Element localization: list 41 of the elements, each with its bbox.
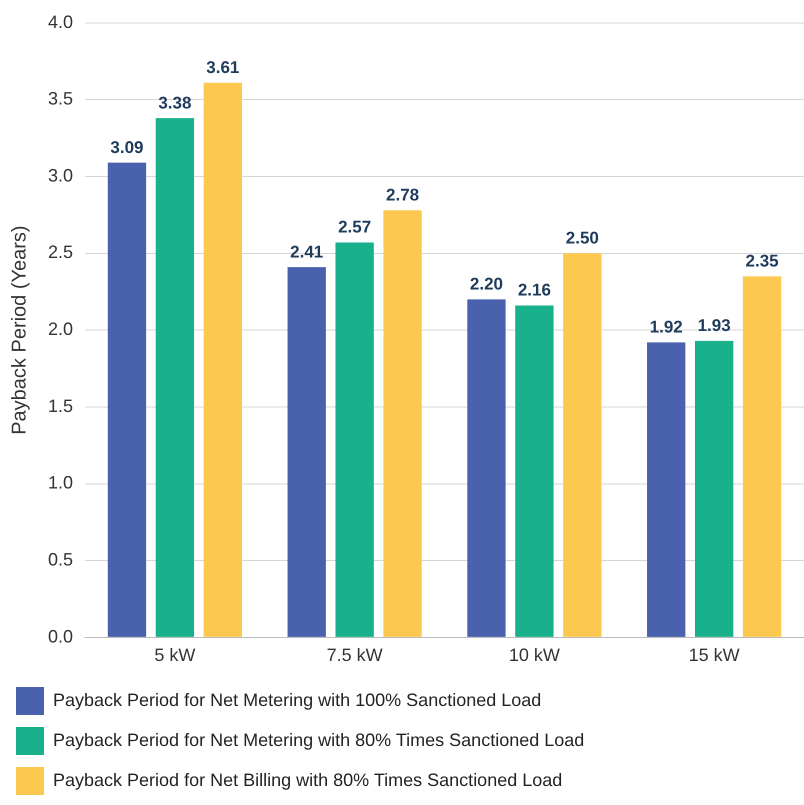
x-tick-label: 5 kW	[154, 645, 196, 666]
data-label: 2.50	[566, 228, 599, 248]
y-tick-label: 0.5	[48, 550, 74, 570]
data-label: 3.09	[110, 138, 144, 157]
y-tick-label: 1.5	[48, 396, 74, 416]
x-tick-label: 15 kW	[688, 645, 740, 666]
data-label: 2.78	[386, 185, 420, 204]
x-tick-label: 7.5 kW	[326, 645, 383, 666]
bar	[694, 340, 734, 637]
bar	[288, 267, 326, 637]
bar	[335, 242, 374, 637]
data-label: 3.61	[206, 58, 240, 77]
bar	[204, 82, 242, 637]
legend-label: Payback Period for Net Billing with 80% Times Sanctioned Load	[53, 770, 562, 790]
y-tick-label: 0.0	[48, 626, 74, 646]
y-axis-title: Payback Period (Years)	[8, 225, 31, 435]
y-tick-label: 3.0	[48, 165, 74, 186]
bar	[383, 210, 422, 637]
x-tick-label: 10 kW	[508, 645, 560, 666]
data-label: 1.92	[650, 318, 683, 337]
data-label: 2.20	[470, 274, 503, 294]
data-label: 2.41	[290, 242, 324, 262]
bar	[647, 342, 686, 637]
bar	[467, 299, 506, 637]
data-label: 1.93	[698, 316, 731, 336]
data-label: 3.38	[158, 93, 192, 112]
y-tick-label: 4.0	[48, 12, 74, 32]
bar	[515, 306, 554, 637]
y-tick-label: 2.5	[48, 242, 74, 262]
y-tick-label: 3.5	[48, 88, 74, 109]
legend-label: Payback Period for Net Metering with 100% Sanctioned Load	[53, 690, 542, 710]
bar	[156, 118, 194, 637]
bar	[563, 253, 602, 637]
data-label: 2.16	[518, 280, 551, 300]
bar	[108, 162, 146, 637]
data-label: 2.35	[746, 252, 779, 271]
legend-label: Payback Period for Net Metering with 80% Times Sanctioned Load	[53, 730, 584, 750]
y-tick-label: 1.0	[48, 472, 74, 493]
data-label: 2.57	[338, 218, 372, 237]
y-tick-label: 2.0	[48, 319, 74, 340]
bar	[742, 276, 782, 637]
